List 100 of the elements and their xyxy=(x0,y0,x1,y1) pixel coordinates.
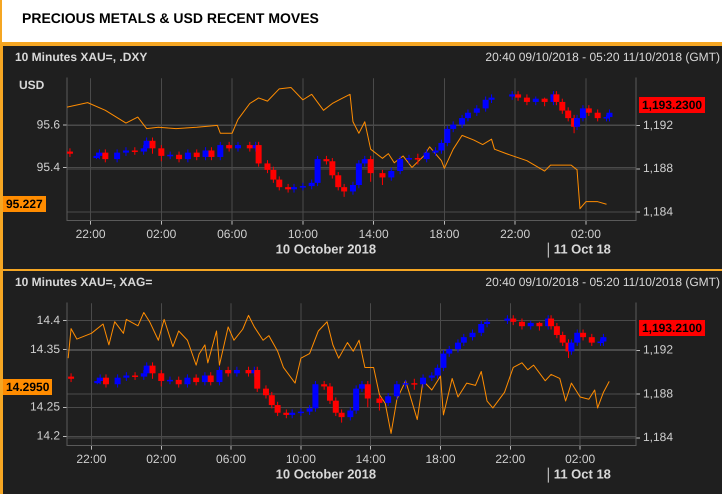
y-tick-label: 14.4 xyxy=(36,312,60,327)
candlestick xyxy=(202,372,208,386)
candlestick xyxy=(184,148,191,163)
candlestick xyxy=(176,376,182,388)
chart-subtitle: 20:40 09/10/2018 - 05:20 11/10/2018 (GMT) xyxy=(485,50,720,64)
x-tick-label: 10:00 xyxy=(288,227,318,242)
x-tick-label: 22:00 xyxy=(76,227,106,242)
candlestick xyxy=(482,96,489,112)
candlestick xyxy=(256,141,262,168)
candlestick xyxy=(411,378,418,390)
candlestick xyxy=(262,384,269,399)
candlestick xyxy=(314,155,321,187)
y2-tick-label: 1,188 xyxy=(643,161,674,176)
candlestick xyxy=(102,374,109,388)
candlestick xyxy=(150,362,156,380)
candlestick xyxy=(474,104,480,116)
candlestick xyxy=(341,183,348,198)
candlestick xyxy=(510,314,516,326)
chart-title: 10 Minutes XAU=, XAG= xyxy=(15,275,152,289)
candlestick xyxy=(176,151,182,163)
candlestick xyxy=(264,160,270,174)
candlestick xyxy=(114,374,121,388)
x-tick-label: 22:00 xyxy=(495,452,526,466)
y2-tick-label: 1,192 xyxy=(643,118,674,132)
candlestick xyxy=(376,394,382,412)
x-tick-label: 02:00 xyxy=(146,452,177,466)
candlestick xyxy=(225,366,232,378)
candlestick xyxy=(158,144,164,162)
candlestick xyxy=(234,141,241,152)
candlestick xyxy=(515,90,522,102)
x-tick-label: 14:00 xyxy=(356,452,386,466)
candlestick xyxy=(364,380,371,408)
candlestick xyxy=(234,366,240,378)
candlestick xyxy=(350,181,356,196)
candlestick xyxy=(454,338,461,353)
candlestick xyxy=(553,90,560,106)
candlestick xyxy=(362,155,368,168)
candlestick xyxy=(144,362,150,378)
candlestick xyxy=(194,148,200,161)
x-tick-label: 22:00 xyxy=(76,452,107,466)
x-tick-label: 02:00 xyxy=(570,227,602,242)
candlestick xyxy=(226,141,232,152)
text: 11 Oct 18 xyxy=(554,242,611,257)
y2-tick-label: 1,192 xyxy=(643,342,674,357)
candlestick xyxy=(308,179,315,190)
candlestick xyxy=(385,392,392,407)
y-tick-label: 95.6 xyxy=(36,117,60,132)
candlestick xyxy=(424,148,430,163)
candlestick xyxy=(216,366,222,386)
candlestick xyxy=(470,328,476,341)
candlestick xyxy=(184,374,190,388)
text: 1,193.2300 xyxy=(639,97,706,113)
candlestick xyxy=(420,374,426,388)
candlestick xyxy=(208,146,214,161)
text: 10 October 2018 xyxy=(276,466,376,482)
candlestick xyxy=(588,333,595,346)
text: 95.227 xyxy=(3,196,46,212)
chart-title: 10 Minutes XAU=, .DXY xyxy=(15,50,148,64)
x-tick-label: 18:00 xyxy=(426,452,456,466)
candlestick xyxy=(246,141,253,152)
x-tick-label: 10:00 xyxy=(286,452,316,466)
candlestick xyxy=(246,366,252,378)
y-axis-title: USD xyxy=(19,78,44,92)
x-tick-label: 22:00 xyxy=(500,227,530,242)
y2-tick-label: 1,184 xyxy=(643,204,674,218)
candlestick xyxy=(459,114,466,128)
candlestick xyxy=(254,366,260,392)
y-tick-label: 14.35 xyxy=(30,342,60,356)
candlestick xyxy=(388,167,394,182)
candlestick xyxy=(326,382,333,404)
y2-tick-label: 1,188 xyxy=(643,386,674,400)
candlestick xyxy=(144,137,150,152)
candlestick xyxy=(202,146,209,161)
candlestick xyxy=(150,137,156,154)
candlestick xyxy=(379,169,386,186)
y-tick-label: 14.25 xyxy=(30,400,60,414)
y2-tick-label: 1,184 xyxy=(643,430,674,444)
candlestick xyxy=(358,380,365,392)
candlestick xyxy=(594,108,601,122)
text: 1,193.2100 xyxy=(639,320,706,336)
candlestick xyxy=(460,333,467,346)
candlestick xyxy=(158,370,164,387)
candlestick xyxy=(394,380,400,400)
x-tick-label: 14:00 xyxy=(358,227,389,242)
candlestick xyxy=(586,104,592,116)
y-tick-label: 14.2 xyxy=(36,428,60,443)
x-tick-label: 02:00 xyxy=(146,227,177,242)
candlestick xyxy=(368,155,374,182)
candlestick xyxy=(193,374,200,386)
candlestick xyxy=(114,148,120,163)
candlestick xyxy=(414,153,421,166)
candlestick xyxy=(356,160,362,189)
x-tick-label: 06:00 xyxy=(216,452,246,466)
candlestick xyxy=(464,108,471,122)
candlestick xyxy=(306,404,313,416)
text: PRECIOUS METALS & USD RECENT MOVES xyxy=(0,0,722,44)
candlestick xyxy=(397,155,404,175)
candlestick xyxy=(518,318,525,330)
candlestick xyxy=(276,176,282,191)
y-tick-label: 95.4 xyxy=(36,160,60,174)
